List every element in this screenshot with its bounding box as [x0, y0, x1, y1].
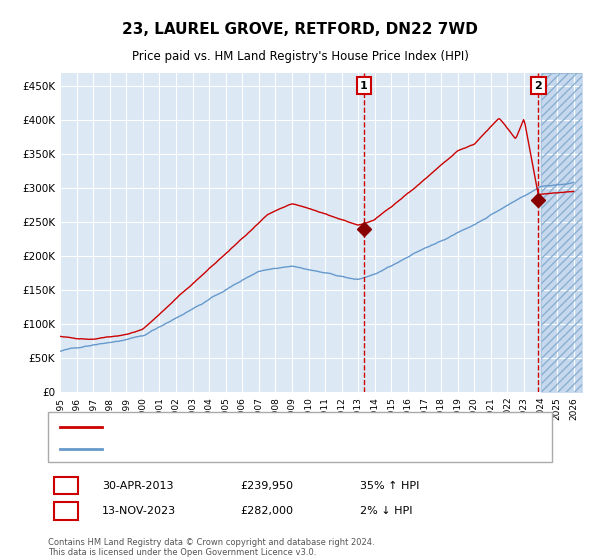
Text: Price paid vs. HM Land Registry's House Price Index (HPI): Price paid vs. HM Land Registry's House … — [131, 50, 469, 63]
Text: 30-APR-2013: 30-APR-2013 — [102, 480, 173, 491]
Text: £282,000: £282,000 — [240, 506, 293, 516]
Text: 13-NOV-2023: 13-NOV-2023 — [102, 506, 176, 516]
Text: 35% ↑ HPI: 35% ↑ HPI — [360, 480, 419, 491]
Text: Contains HM Land Registry data © Crown copyright and database right 2024.
This d: Contains HM Land Registry data © Crown c… — [48, 538, 374, 557]
Text: 1: 1 — [62, 480, 70, 491]
Text: £239,950: £239,950 — [240, 480, 293, 491]
Text: 2% ↓ HPI: 2% ↓ HPI — [360, 506, 413, 516]
Text: 23, LAUREL GROVE, RETFORD, DN22 7WD: 23, LAUREL GROVE, RETFORD, DN22 7WD — [122, 22, 478, 38]
Text: 23, LAUREL GROVE, RETFORD, DN22 7WD (detached house): 23, LAUREL GROVE, RETFORD, DN22 7WD (det… — [111, 422, 425, 432]
Text: 2: 2 — [62, 506, 70, 516]
Text: 1: 1 — [360, 81, 368, 91]
Text: 2: 2 — [535, 81, 542, 91]
Text: HPI: Average price, detached house, Bassetlaw: HPI: Average price, detached house, Bass… — [111, 445, 357, 454]
